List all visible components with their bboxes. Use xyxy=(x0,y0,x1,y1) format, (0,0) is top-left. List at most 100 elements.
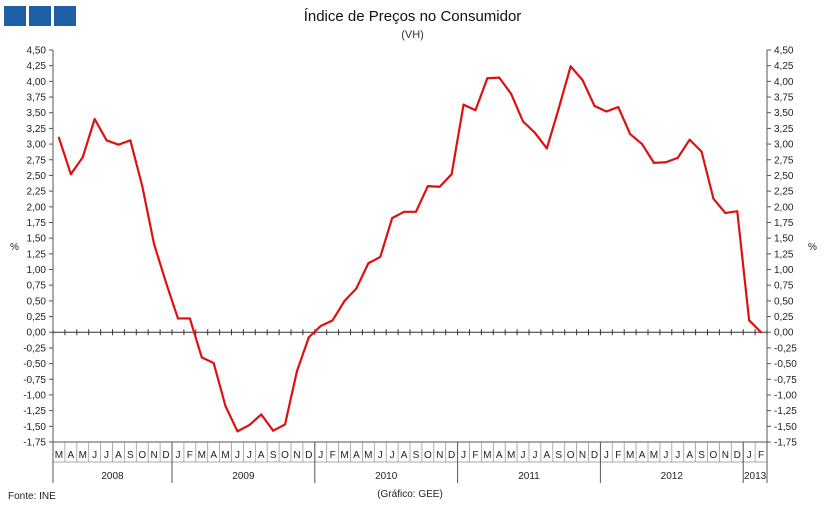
data-point xyxy=(69,173,72,176)
data-point xyxy=(176,317,179,320)
y-tick-label-left: 3,00 xyxy=(27,140,47,151)
data-point xyxy=(629,133,632,136)
x-month-label: M xyxy=(507,450,515,461)
x-month-label: S xyxy=(413,450,420,461)
y-tick-label-left: 4,25 xyxy=(27,61,47,72)
data-point xyxy=(129,139,132,142)
data-point xyxy=(450,173,453,176)
x-month-label: O xyxy=(567,450,575,461)
y-tick-label-left: 1,25 xyxy=(27,249,47,260)
data-point xyxy=(712,197,715,200)
data-point xyxy=(236,430,239,433)
x-month-label: D xyxy=(448,450,455,461)
x-year-label: 2010 xyxy=(375,471,398,482)
chart-subtitle: (VH) xyxy=(401,29,424,41)
data-point xyxy=(593,104,596,107)
x-month-label: A xyxy=(258,450,265,461)
y-tick-label-left: 0,00 xyxy=(27,328,47,339)
y-tick-label-right: 2,00 xyxy=(774,202,794,213)
y-tick-label-left: 0,50 xyxy=(27,296,47,307)
x-month-label: S xyxy=(127,450,134,461)
y-tick-label-left: 0,25 xyxy=(27,312,47,323)
data-point xyxy=(165,281,168,284)
y-tick-label-left: -1,75 xyxy=(23,438,46,449)
data-point xyxy=(617,106,620,109)
y-tick-label-left: 3,75 xyxy=(27,93,47,104)
publisher-logo xyxy=(4,6,76,26)
x-month-label: A xyxy=(639,450,646,461)
data-point xyxy=(248,424,251,427)
logo-square-2 xyxy=(29,6,51,26)
y-tick-label-left: -0,75 xyxy=(23,375,46,386)
data-point xyxy=(57,136,60,139)
data-point xyxy=(81,156,84,159)
x-month-label: J xyxy=(675,450,680,461)
y-tick-label-right: -0,75 xyxy=(774,375,797,386)
data-point xyxy=(367,262,370,265)
data-point xyxy=(224,405,227,408)
y-tick-label-left: 4,00 xyxy=(27,77,47,88)
data-point xyxy=(641,143,644,146)
x-year-label: 2009 xyxy=(232,471,255,482)
y-tick-label-left: -0,50 xyxy=(23,359,46,370)
data-point xyxy=(664,161,667,164)
x-month-label: A xyxy=(496,450,503,461)
x-year-label: 2012 xyxy=(661,471,684,482)
y-tick-label-left: 2,25 xyxy=(27,187,47,198)
data-point xyxy=(200,356,203,359)
data-point xyxy=(748,319,751,322)
x-month-label: O xyxy=(424,450,432,461)
x-month-label: O xyxy=(281,450,289,461)
y-tick-label-left: 1,00 xyxy=(27,265,47,276)
data-point xyxy=(736,210,739,213)
x-month-label: J xyxy=(390,450,395,461)
x-month-label: J xyxy=(92,450,97,461)
y-tick-label-left: -1,00 xyxy=(23,390,46,401)
x-month-label: J xyxy=(235,450,240,461)
data-point xyxy=(153,243,156,246)
y-tick-label-right: -0,25 xyxy=(774,343,797,354)
x-month-label: M xyxy=(483,450,491,461)
y-tick-label-left: 0,75 xyxy=(27,281,47,292)
logo-square-1 xyxy=(4,6,26,26)
data-point xyxy=(284,423,287,426)
y-tick-label-right: -0,50 xyxy=(774,359,797,370)
y-tick-label-left: 2,50 xyxy=(27,171,47,182)
data-point xyxy=(426,185,429,188)
x-month-label: J xyxy=(247,450,252,461)
data-point xyxy=(391,217,394,220)
data-point xyxy=(522,120,525,123)
y-tick-label-right: 4,00 xyxy=(774,77,794,88)
x-month-label: N xyxy=(436,450,443,461)
x-month-label: F xyxy=(330,450,336,461)
x-month-label: J xyxy=(532,450,537,461)
data-point xyxy=(605,110,608,113)
x-month-label: M xyxy=(364,450,372,461)
data-point xyxy=(105,139,108,142)
data-point xyxy=(498,76,501,79)
y-tick-label-right: 0,00 xyxy=(774,328,794,339)
x-month-label: M xyxy=(340,450,348,461)
x-month-label: N xyxy=(151,450,158,461)
x-month-label: M xyxy=(221,450,229,461)
x-month-label: F xyxy=(615,450,621,461)
x-month-label: J xyxy=(604,450,609,461)
x-month-label: F xyxy=(187,450,193,461)
y-tick-label-right: -1,50 xyxy=(774,422,797,433)
data-point xyxy=(272,429,275,432)
x-month-label: A xyxy=(544,450,551,461)
y-tick-label-left: -1,50 xyxy=(23,422,46,433)
x-month-label: M xyxy=(55,450,63,461)
y-tick-label-right: 1,00 xyxy=(774,265,794,276)
data-point xyxy=(724,212,727,215)
y-tick-label-left: 2,75 xyxy=(27,155,47,166)
y-tick-label-right: -1,00 xyxy=(774,390,797,401)
data-point xyxy=(557,107,560,110)
x-month-label: A xyxy=(401,450,408,461)
x-month-label: D xyxy=(305,450,312,461)
y-tick-label-right: 0,25 xyxy=(774,312,794,323)
x-month-label: J xyxy=(747,450,752,461)
data-point xyxy=(486,77,489,80)
data-point xyxy=(117,143,120,146)
data-point xyxy=(760,331,763,334)
